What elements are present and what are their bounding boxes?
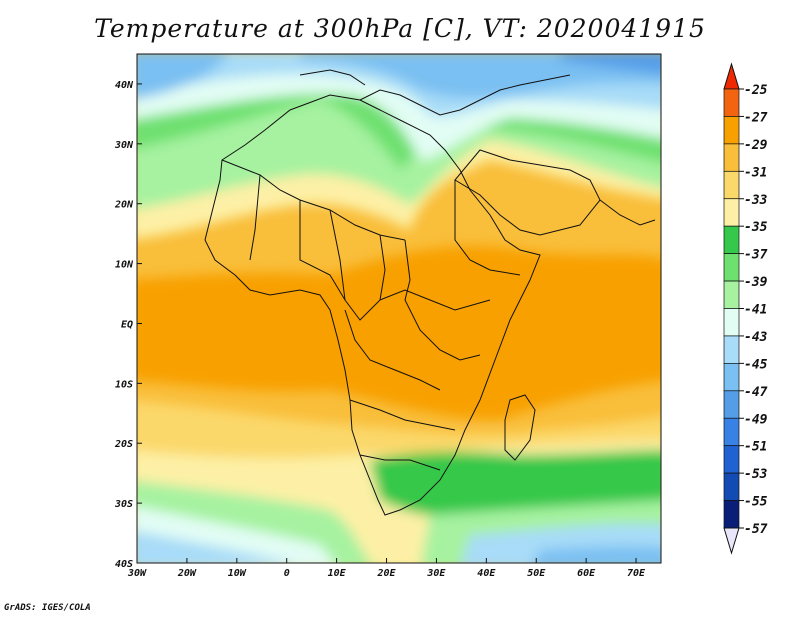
colorbar-swatch — [723, 225, 740, 254]
lon-tick-label: 70E — [627, 568, 646, 579]
plot-frame — [136, 53, 662, 564]
lat-tick-label: 20N — [114, 200, 134, 211]
lon-tick-label: 30W — [127, 568, 147, 579]
lat-tick-label: 30S — [114, 499, 133, 510]
lat-tick-label: 30N — [114, 140, 134, 151]
colorbar-label: -49 — [744, 412, 768, 427]
colorbar-label: -55 — [744, 495, 768, 510]
colorbar-top-triangle — [723, 62, 740, 90]
temperature-field — [137, 54, 661, 563]
coastlines — [204, 69, 656, 516]
colorbar-label: -33 — [744, 193, 768, 208]
lon-tick-label: 20W — [177, 568, 197, 579]
colorbar-swatch — [723, 116, 740, 145]
latitude-axis: 40N 30N 20N 10N EQ 10S 20S 30S 40S — [114, 80, 142, 570]
colorbar-swatch — [723, 88, 740, 117]
lat-tick-label: EQ — [121, 319, 133, 330]
colorbar-swatch — [723, 390, 740, 419]
lat-tick-label: 10S — [115, 379, 133, 390]
colorbar-label: -41 — [744, 303, 767, 318]
colorbar-swatch — [723, 363, 740, 392]
colorbar-label: -31 — [744, 165, 767, 180]
colorbar-label: -25 — [744, 83, 768, 98]
colorbar-swatch — [723, 280, 740, 309]
colorbar-swatch — [723, 445, 740, 474]
colorbar-label: -35 — [744, 220, 768, 235]
lon-tick-label: 10E — [328, 568, 347, 579]
colorbar-label: -39 — [744, 275, 768, 290]
colorbar-label: -37 — [744, 248, 768, 263]
map-title: Temperature at 300hPa [C], VT: 202004191… — [94, 14, 706, 43]
colorbar-label: -53 — [744, 467, 768, 482]
lon-tick-label: 0 — [284, 568, 290, 579]
colorbar-label: -43 — [744, 330, 768, 345]
colorbar-label: -51 — [744, 440, 767, 455]
colorbar-label: -47 — [744, 385, 768, 400]
colorbar-swatch — [723, 308, 740, 337]
colorbar-swatch — [723, 143, 740, 172]
colorbar-swatch — [723, 500, 740, 529]
lon-tick-label: 60E — [577, 568, 596, 579]
lon-tick-label: 20E — [376, 568, 396, 579]
lon-tick-label: 50E — [527, 568, 546, 579]
colorbar: -25 -27 -29 -31 -33 -35 -37 -39 -41 -43 -45 -47 -49 -… — [723, 62, 768, 555]
lat-tick-label: 40S — [115, 559, 133, 570]
lat-tick-label: 10N — [115, 260, 134, 271]
colorbar-label: -29 — [744, 138, 768, 153]
colorbar-label: -57 — [744, 522, 768, 537]
lon-tick-label: 30E — [426, 568, 446, 579]
colorbar-swatch — [723, 335, 740, 364]
colorbar-swatch — [723, 417, 740, 447]
credit-text: GrADS: IGES/COLA — [4, 603, 91, 613]
longitude-axis: 30W 20W 10W 0 10E 20E 30E 40E 50E 60E 70E — [127, 558, 646, 579]
colorbar-swatch — [723, 170, 740, 200]
colorbar-label: -27 — [744, 110, 768, 125]
colorbar-swatch — [723, 198, 740, 227]
lat-tick-label: 20S — [114, 439, 133, 450]
lon-tick-label: 10W — [228, 568, 247, 579]
colorbar-swatch — [723, 253, 740, 282]
lat-tick-label: 40N — [115, 80, 134, 91]
lon-tick-label: 40E — [477, 568, 496, 579]
colorbar-bottom-triangle — [723, 527, 740, 555]
colorbar-swatch — [723, 472, 740, 501]
colorbar-label: -45 — [744, 357, 768, 372]
